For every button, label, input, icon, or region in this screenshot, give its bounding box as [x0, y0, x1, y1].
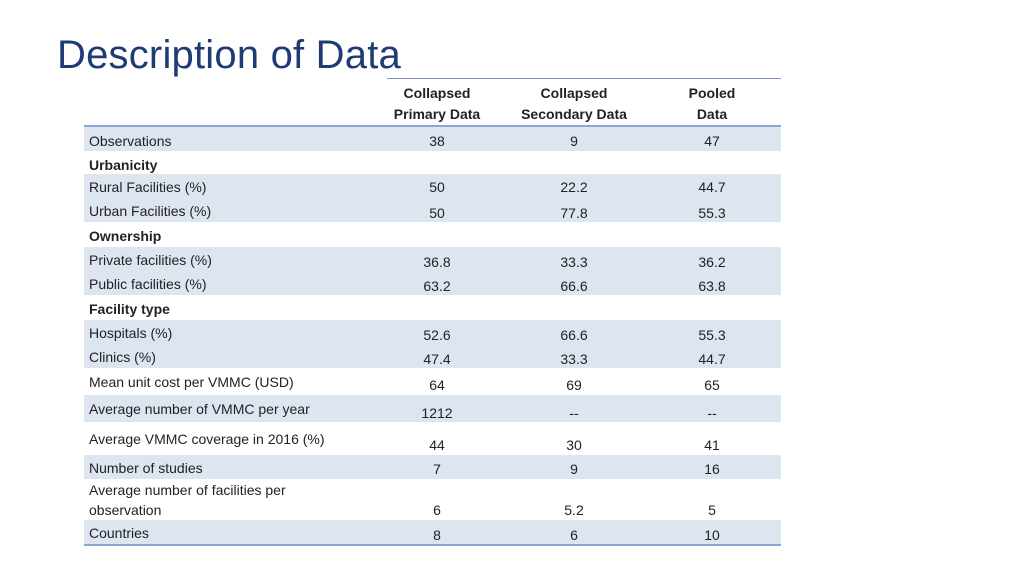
column-header-pooled: Pooled Data	[652, 83, 772, 125]
cell-value: --	[569, 405, 579, 421]
row-label: Clinics (%)	[89, 349, 156, 365]
row-label: observation	[89, 502, 162, 518]
section-label: Ownership	[89, 228, 162, 244]
column-header-line: Data	[696, 106, 728, 122]
column-header-line: Pooled	[688, 85, 736, 101]
column-header-line: Secondary Data	[521, 106, 627, 122]
cell-value: 44.7	[698, 179, 726, 195]
column-header-line: Collapsed	[403, 85, 471, 101]
section-label: Facility type	[89, 301, 170, 317]
row-label: Average VMMC coverage in 2016 (%)	[89, 431, 325, 447]
cell-value: 63.8	[698, 278, 726, 294]
table-bottom-rule	[84, 544, 781, 546]
row-label: Public facilities (%)	[89, 276, 207, 292]
cell-value: 33.3	[560, 254, 588, 270]
cell-value: 16	[704, 461, 720, 477]
row-label: Number of studies	[89, 460, 203, 476]
row-label: Hospitals (%)	[89, 325, 173, 341]
cell-value: 10	[704, 527, 720, 543]
column-header-secondary: Collapsed Secondary Data	[509, 83, 639, 125]
cell-value: 77.8	[560, 205, 588, 221]
cell-value: 69	[566, 377, 582, 393]
cell-value: 63.2	[423, 278, 451, 294]
cell-value: 36.2	[698, 254, 726, 270]
cell-value: 9	[570, 461, 578, 477]
row-label: Average number of VMMC per year	[89, 401, 310, 417]
cell-value: 66.6	[560, 327, 588, 343]
cell-value: 52.6	[423, 327, 451, 343]
cell-value: 41	[704, 437, 720, 453]
cell-value: 44	[429, 437, 445, 453]
cell-value: 33.3	[560, 351, 588, 367]
cell-value: 55.3	[698, 327, 726, 343]
cell-value: 5	[708, 502, 716, 518]
cell-value: 38	[429, 133, 445, 149]
cell-value: 36.8	[423, 254, 451, 270]
cell-value: 8	[433, 527, 441, 543]
cell-value: 5.2	[564, 502, 584, 518]
cell-value: 66.6	[560, 278, 588, 294]
row-band	[84, 247, 781, 295]
cell-value: 64	[429, 377, 445, 393]
cell-value: 47	[704, 133, 720, 149]
row-band	[84, 174, 781, 222]
cell-value: 1212	[421, 405, 453, 421]
row-label: Average number of facilities per	[89, 482, 286, 498]
section-label: Urbanicity	[89, 157, 158, 173]
header-divider	[84, 125, 781, 127]
row-label: Mean unit cost per VMMC (USD)	[89, 374, 294, 390]
row-band	[84, 395, 781, 422]
cell-value: 22.2	[560, 179, 588, 195]
row-label: Countries	[89, 525, 149, 541]
cell-value: 7	[433, 461, 441, 477]
cell-value: 30	[566, 437, 582, 453]
table-top-rule	[387, 78, 781, 79]
cell-value: 6	[570, 527, 578, 543]
row-band	[84, 455, 781, 479]
cell-value: 6	[433, 502, 441, 518]
row-label: Urban Facilities (%)	[89, 203, 212, 219]
column-header-line: Primary Data	[393, 106, 481, 122]
cell-value: 50	[429, 179, 445, 195]
row-band	[84, 520, 781, 544]
cell-value: 9	[570, 133, 578, 149]
row-band	[84, 127, 781, 151]
cell-value: 55.3	[698, 205, 726, 221]
row-label: Rural Facilities (%)	[89, 179, 207, 195]
cell-value: 44.7	[698, 351, 726, 367]
cell-value: 65	[704, 377, 720, 393]
row-band	[84, 320, 781, 368]
row-label: Private facilities (%)	[89, 252, 212, 268]
row-label: Observations	[89, 133, 172, 149]
cell-value: --	[707, 405, 717, 421]
slide-title: Description of Data	[57, 33, 401, 77]
cell-value: 50	[429, 205, 445, 221]
column-header-line: Collapsed	[540, 85, 608, 101]
cell-value: 47.4	[423, 351, 451, 367]
column-header-primary: Collapsed Primary Data	[377, 83, 497, 125]
